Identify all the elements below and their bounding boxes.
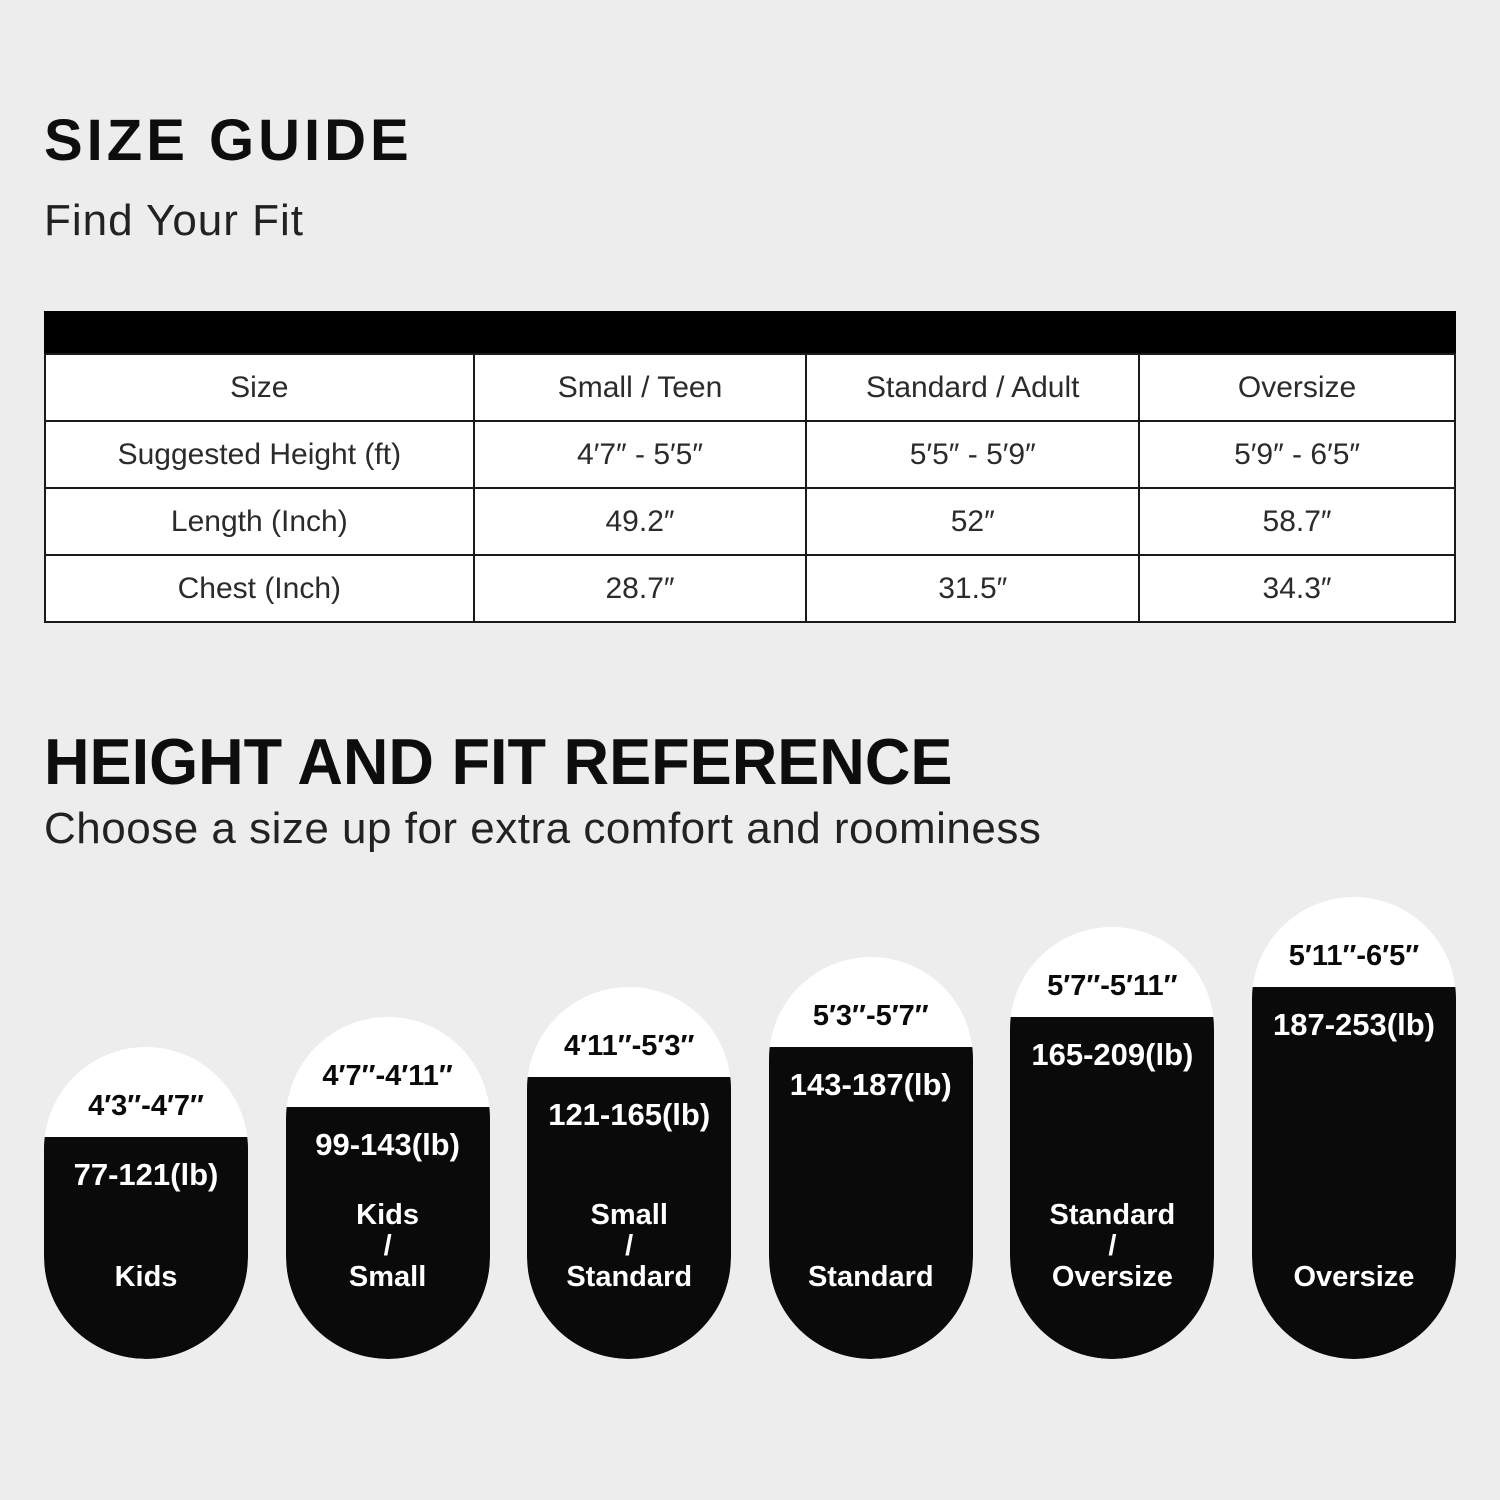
pill-height-range: 5′7″-5′11″ (1047, 970, 1178, 1002)
fit-reference-title: HEIGHT AND FIT REFERENCE (44, 725, 953, 798)
table-cell: 4′7″ - 5′5″ (472, 420, 808, 489)
table-cell: 58.7″ (1138, 487, 1456, 556)
table-cell: 52″ (805, 487, 1141, 556)
table-header-band (44, 311, 1456, 353)
size-pill-small-standard: 4′11″-5′3″ 121-165(lb) Small / Standard (527, 987, 732, 1359)
pill-size-label: Standard (807, 1261, 934, 1293)
table-cell: 28.7″ (472, 554, 808, 623)
pill-size-label: Small / Standard (566, 1199, 693, 1293)
size-pill-standard: 5′3″-5′7″ 143-187(lb) Standard (768, 957, 973, 1359)
pill-weight-range: 121-165(lb) (548, 1097, 711, 1132)
pill-body (285, 1107, 490, 1359)
pill-weight-range: 99-143(lb) (315, 1127, 460, 1162)
row-label: Length (Inch) (44, 487, 475, 556)
column-header-standard-adult: Standard / Adult (805, 353, 1141, 422)
pill-weight-range: 165-209(lb) (1031, 1037, 1194, 1072)
row-label: Chest (Inch) (44, 554, 475, 623)
size-pill-row: 4′3″-4′7″ 77-121(lb) Kids 4′7″-4′11″ 99-… (44, 897, 1456, 1359)
table-cell: 5′5″ - 5′9″ (805, 420, 1141, 489)
pill-body (1010, 1017, 1215, 1359)
size-pill-kids: 4′3″-4′7″ 77-121(lb) Kids (44, 1047, 248, 1359)
pill-weight-range: 187-253(lb) (1272, 1007, 1435, 1042)
pill-height-range: 4′11″-5′3″ (563, 1030, 695, 1062)
pill-size-label: Oversize (1293, 1261, 1415, 1293)
table-cell: 34.3″ (1138, 554, 1456, 623)
pill-height-range: 4′3″-4′7″ (88, 1090, 204, 1122)
row-label: Suggested Height (ft) (44, 420, 475, 489)
table-row-length: Length (Inch) 49.2″ 52″ 58.7″ (44, 487, 1456, 556)
size-pill-kids-small: 4′7″-4′11″ 99-143(lb) Kids / Small (285, 1017, 490, 1359)
size-pill-oversize: 5′11″-6′5″ 187-253(lb) Oversize (1251, 897, 1456, 1359)
table-header-row: Size Small / Teen Standard / Adult Overs… (44, 353, 1456, 422)
table-cell: 49.2″ (472, 487, 808, 556)
pill-height-range: 5′3″-5′7″ (812, 1000, 929, 1032)
pill-body (44, 1137, 248, 1359)
table-cell: 5′9″ - 6′5″ (1138, 420, 1456, 489)
column-header-size: Size (44, 353, 475, 422)
table-row-chest: Chest (Inch) 28.7″ 31.5″ 34.3″ (44, 554, 1456, 623)
pill-size-label: Kids / Small (348, 1199, 427, 1293)
pill-height-range: 5′11″-6′5″ (1288, 940, 1420, 972)
pill-body (1251, 987, 1456, 1359)
pill-body (768, 1047, 973, 1359)
size-pill-standard-oversize: 5′7″-5′11″ 165-209(lb) Standard / Oversi… (1010, 927, 1215, 1359)
column-header-small-teen: Small / Teen (472, 353, 808, 422)
pill-size-label: Kids (114, 1261, 178, 1293)
table-cell: 31.5″ (805, 554, 1141, 623)
page-subtitle: Find Your Fit (44, 196, 305, 245)
page-title: SIZE GUIDE (44, 108, 413, 173)
pill-weight-range: 143-187(lb) (789, 1067, 952, 1102)
pill-weight-range: 77-121(lb) (73, 1157, 219, 1192)
size-table-block: Size Small / Teen Standard / Adult Overs… (44, 311, 1456, 623)
pill-height-range: 4′7″-4′11″ (322, 1060, 453, 1092)
table-row-suggested-height: Suggested Height (ft) 4′7″ - 5′5″ 5′5″ -… (44, 420, 1456, 489)
pill-size-label: Standard / Oversize (1049, 1199, 1176, 1293)
column-header-oversize: Oversize (1138, 353, 1456, 422)
fit-reference-subtitle: Choose a size up for extra comfort and r… (44, 804, 1042, 853)
size-table: Size Small / Teen Standard / Adult Overs… (44, 353, 1456, 623)
pill-body (527, 1077, 732, 1359)
